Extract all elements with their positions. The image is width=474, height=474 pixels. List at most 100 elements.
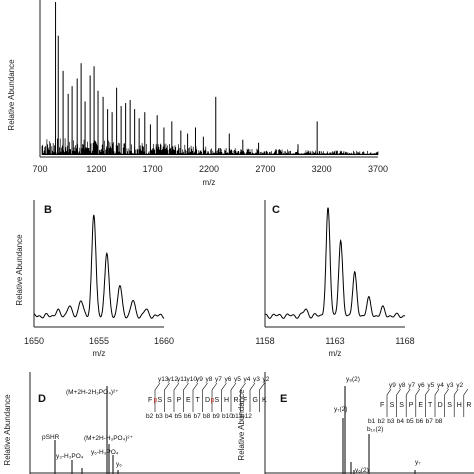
panel-b-tick-label: 1650 bbox=[24, 336, 44, 346]
panel-d-b-ion-label: b3 bbox=[156, 413, 164, 420]
panel-a-tick-label: 3700 bbox=[368, 164, 388, 174]
panel-d-b-ion-label: b10 bbox=[222, 413, 233, 420]
panel-b-tick-label: 1655 bbox=[89, 336, 109, 346]
panel-d-cleavage bbox=[221, 382, 227, 412]
panel-e-residue: S bbox=[447, 402, 452, 409]
panel-e-ann-y7: y₇ bbox=[415, 459, 420, 466]
panel-d-label: D bbox=[38, 393, 46, 405]
panel-d-cleavage bbox=[164, 382, 170, 412]
panel-e-y-ion-label: y2 bbox=[456, 382, 463, 389]
panel-e-y-ion-label: y4 bbox=[437, 382, 444, 389]
panel-d-y-ion-label: y11 bbox=[177, 376, 187, 383]
panel-d-cleavage bbox=[154, 382, 161, 412]
panel-e-ann-y6-2: y₆(2) bbox=[355, 467, 369, 474]
panel-c-trace bbox=[264, 207, 406, 319]
panel-d-b-ion-label: b12 bbox=[241, 413, 252, 420]
panel-d-ann-y6: y₆ bbox=[116, 461, 122, 468]
panel-d-residue: G bbox=[253, 397, 258, 404]
panel-b-xlabel: m/z bbox=[93, 349, 106, 358]
panel-a-ticks: 700 1200 1700 2200 2700 3200 3700 bbox=[32, 164, 388, 174]
panel-e-cleavage bbox=[444, 388, 449, 417]
panel-c-tick-label: 1163 bbox=[325, 336, 344, 346]
panel-d-y-ion-label: y7 bbox=[215, 376, 222, 383]
panel-d-y-ion-label: y4 bbox=[244, 376, 251, 383]
panel-a: Relative Abundance m/z 700 1200 1700 2200 27… bbox=[7, 0, 388, 187]
panel-a-tick-label: 1200 bbox=[86, 164, 106, 174]
panel-d-b-ion-label: b8 bbox=[203, 413, 211, 420]
panel-e-b-ion-label: b3 bbox=[387, 418, 395, 425]
panel-d-ann-y6h: y₆-H₃PO₄ bbox=[91, 449, 119, 456]
panel-e-residue: T bbox=[428, 402, 433, 409]
panel-a-tick-label: 3200 bbox=[312, 164, 332, 174]
panel-e-cleavage bbox=[463, 388, 469, 417]
panel-e-b-ion-label: b1 bbox=[368, 418, 376, 425]
panel-e-b-ion-label: b7 bbox=[426, 418, 434, 425]
panel-d-y-ion-label: y6 bbox=[225, 376, 232, 383]
panel-d-ann-m2h2: (M+2H-2H₃PO₄)²⁺ bbox=[66, 389, 119, 396]
panel-e-ann-y7-2: y₇(2) bbox=[334, 406, 347, 413]
panel-d-phospho-mark: p bbox=[154, 397, 158, 404]
panel-d-ann-y3: y₃-H₃PO₄ bbox=[56, 453, 84, 460]
panel-d-residue: F bbox=[243, 397, 247, 404]
panel-e-y-ion-label: y8 bbox=[399, 382, 406, 389]
panel-e-cleavage bbox=[453, 388, 459, 417]
panel-c-ticks: 1158 1163 1168 bbox=[255, 336, 414, 346]
panel-b-tick-label: 1660 bbox=[154, 336, 174, 346]
panel-c-label: C bbox=[272, 204, 280, 216]
panel-d-residue: F bbox=[148, 397, 152, 404]
panel-e: E Relative Abundance y₈(2) y₇(2) b₁₀(2) … bbox=[237, 372, 474, 474]
panel-c-xlabel: m/z bbox=[329, 349, 342, 358]
panel-e-residue: D bbox=[438, 402, 443, 409]
panel-d-phospho-mark: p bbox=[211, 397, 215, 404]
panel-d-residue: S bbox=[167, 397, 172, 404]
panel-d-y-ion-label: y12 bbox=[168, 376, 179, 383]
panel-d-y-ion-label: y3 bbox=[253, 376, 260, 383]
panel-d-b-ion-label: b5 bbox=[175, 413, 183, 420]
panel-d-cleavage bbox=[240, 382, 246, 412]
panel-d-y-ion-label: y9 bbox=[196, 376, 203, 383]
panel-e-label: E bbox=[280, 393, 287, 405]
panel-c-tick-label: 1158 bbox=[255, 336, 274, 346]
panel-e-cleavage bbox=[425, 388, 430, 417]
panel-d-residue: S bbox=[158, 397, 163, 404]
panel-e-ann-y8: y₈(2) bbox=[346, 376, 360, 383]
panel-e-residue: F bbox=[380, 402, 384, 409]
panel-d-residue: S bbox=[215, 397, 220, 404]
panel-e-cleavage bbox=[434, 388, 440, 417]
panel-e-y-ion-label: y6 bbox=[418, 382, 425, 389]
panel-d-residue: H bbox=[224, 397, 229, 404]
panel-e-residue: P bbox=[409, 402, 414, 409]
panel-e-b-ion-label: b4 bbox=[397, 418, 405, 425]
panel-d-b-ion-label: b7 bbox=[194, 413, 202, 420]
panel-a-ylabel: Relative Abundance bbox=[7, 59, 16, 131]
panel-d: D Relative Abundance (M+2H-2H₃PO₄)²⁺ (M+… bbox=[3, 372, 270, 474]
panel-e-cleavage bbox=[386, 388, 392, 417]
panel-b-trace bbox=[33, 214, 165, 319]
panel-b-label: B bbox=[44, 204, 52, 216]
panel-a-tick-label: 2700 bbox=[255, 164, 275, 174]
panel-d-residue: P bbox=[177, 397, 182, 404]
panel-d-cleavage bbox=[183, 382, 189, 412]
panel-e-cleavage bbox=[415, 388, 421, 417]
panel-d-cleavage bbox=[173, 382, 180, 412]
panel-e-y-ion-label: y7 bbox=[408, 382, 415, 389]
panel-b-ylabel: Relative Abundance bbox=[15, 234, 24, 306]
panel-d-cleavage bbox=[259, 382, 265, 412]
panel-d-b-ion-label: b9 bbox=[213, 413, 221, 420]
panel-a-tick-label: 700 bbox=[32, 164, 47, 174]
panel-a-xlabel: m/z bbox=[203, 178, 216, 187]
panel-e-cleavage bbox=[396, 388, 401, 417]
panel-d-ylabel: Relative Abundance bbox=[3, 394, 12, 466]
panel-e-y-ion-label: y3 bbox=[447, 382, 454, 389]
panel-d-y-ion-label: y8 bbox=[206, 376, 213, 383]
panel-d-b-ion-label: b11 bbox=[232, 413, 243, 420]
panel-d-residue: E bbox=[186, 397, 191, 404]
panel-d-b-ion-label: b6 bbox=[184, 413, 192, 420]
panel-e-cleavage bbox=[405, 388, 411, 417]
panel-d-y-ion-label: y13 bbox=[158, 376, 169, 383]
panel-b: B Relative Abundance m/z 1650 1655 1660 bbox=[15, 200, 174, 358]
panel-e-b-ion-label: b6 bbox=[416, 418, 424, 425]
